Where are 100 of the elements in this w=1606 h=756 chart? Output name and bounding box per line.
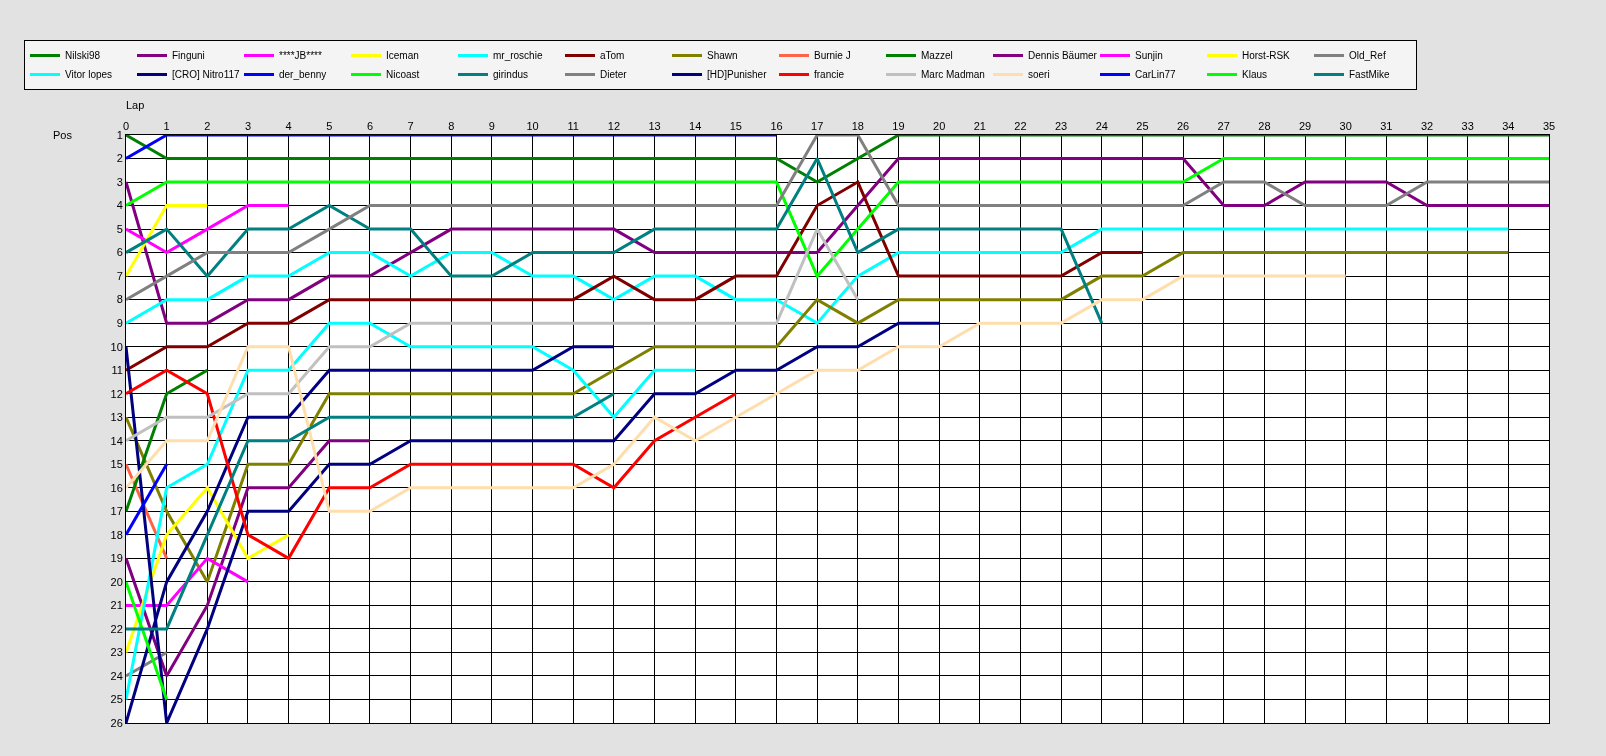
legend-label: Shawn bbox=[707, 50, 738, 62]
y-tick-label: 6 bbox=[116, 246, 123, 259]
y-tick-label: 8 bbox=[116, 293, 123, 306]
x-tick-label: 12 bbox=[607, 119, 621, 132]
x-tick-label: 29 bbox=[1298, 119, 1312, 132]
x-tick-label: 19 bbox=[892, 119, 905, 132]
line-series bbox=[126, 157, 1549, 325]
y-axis-title: Pos bbox=[53, 129, 73, 141]
x-tick-label: 24 bbox=[1095, 119, 1108, 132]
y-tick-label: 15 bbox=[110, 458, 123, 471]
y-tick-label: 11 bbox=[111, 364, 123, 377]
y-tick-label: 25 bbox=[110, 693, 123, 706]
legend-label: Dieter bbox=[600, 69, 628, 81]
x-tick-label: 4 bbox=[285, 119, 292, 132]
legend-label: ****JB**** bbox=[279, 50, 322, 62]
legend-label: der_benny bbox=[279, 69, 327, 81]
x-tick-label: 34 bbox=[1502, 119, 1515, 132]
legend-label: CarLin77 bbox=[1135, 69, 1177, 81]
legend-label: Burnie J bbox=[814, 50, 851, 62]
y-tick-label: 2 bbox=[116, 152, 123, 165]
line-series bbox=[126, 274, 1348, 513]
legend-label: mr_roschie bbox=[493, 50, 543, 62]
y-tick-label: 24 bbox=[110, 669, 123, 682]
legend-label: Mazzel bbox=[921, 50, 953, 62]
x-axis-title: Lap bbox=[126, 99, 145, 111]
legend-label: Finguni bbox=[172, 50, 205, 62]
y-tick-label: 5 bbox=[116, 222, 123, 235]
y-tick-label: 23 bbox=[110, 646, 123, 659]
x-tick-label: 20 bbox=[933, 119, 946, 132]
y-tick-label: 19 bbox=[110, 552, 123, 565]
x-tick-label: 10 bbox=[526, 119, 539, 132]
legend-label: Sunjin bbox=[1135, 50, 1163, 62]
x-tick-label: 16 bbox=[770, 119, 783, 132]
y-tick-label: 9 bbox=[116, 317, 123, 330]
line-series bbox=[126, 227, 860, 443]
y-tick-label: 3 bbox=[116, 175, 123, 188]
y-tick-label: 17 bbox=[110, 505, 123, 518]
x-tick-label: 9 bbox=[488, 119, 495, 132]
y-tick-label: 10 bbox=[110, 340, 123, 353]
x-tick-label: 25 bbox=[1136, 119, 1149, 132]
x-tick-label: 21 bbox=[973, 119, 986, 132]
line-series bbox=[126, 392, 616, 631]
legend-label: [HD]Punisher bbox=[707, 69, 768, 81]
x-tick-label: 27 bbox=[1217, 119, 1230, 132]
x-tick-label: 22 bbox=[1014, 119, 1027, 132]
x-tick-label: 31 bbox=[1380, 119, 1393, 132]
x-tick-label: 7 bbox=[407, 119, 414, 132]
x-tick-label: 11 bbox=[567, 119, 579, 132]
x-tick-label: 35 bbox=[1542, 119, 1556, 132]
legend-label: Horst-RSK bbox=[1242, 50, 1291, 62]
line-series bbox=[126, 157, 1104, 325]
legend-label: Marc Madman bbox=[921, 69, 985, 81]
x-tick-label: 0 bbox=[122, 119, 130, 132]
x-tick-label: 32 bbox=[1420, 119, 1434, 132]
y-tick-label: 20 bbox=[110, 575, 123, 588]
line-series bbox=[126, 321, 941, 723]
line-series bbox=[126, 368, 738, 560]
x-tick-label: 5 bbox=[326, 119, 333, 132]
y-tick-label: 7 bbox=[116, 269, 123, 282]
x-tick-label: 28 bbox=[1258, 119, 1271, 132]
line-series bbox=[126, 135, 1549, 302]
line-series bbox=[126, 180, 1144, 372]
y-tick-label: 4 bbox=[116, 199, 123, 212]
legend-label: francie bbox=[814, 69, 845, 81]
x-tick-label: 15 bbox=[729, 119, 742, 132]
y-tick-label: 14 bbox=[110, 434, 123, 447]
legend-label: Klaus bbox=[1242, 69, 1268, 81]
y-tick-label: 18 bbox=[110, 528, 123, 541]
line-series bbox=[126, 157, 1549, 278]
legend-label: Nicoast bbox=[386, 69, 420, 81]
y-tick-label: 16 bbox=[110, 481, 123, 494]
y-tick-label: 13 bbox=[110, 411, 123, 424]
x-tick-label: 23 bbox=[1054, 119, 1068, 132]
x-tick-label: 18 bbox=[851, 119, 864, 132]
x-tick-label: 6 bbox=[366, 119, 373, 132]
legend-label: Dennis Bäumer bbox=[1028, 50, 1098, 62]
line-series bbox=[126, 321, 697, 701]
x-tick-label: 13 bbox=[648, 119, 661, 132]
legend-label: Nilski98 bbox=[65, 50, 101, 62]
x-tick-label: 33 bbox=[1461, 119, 1474, 132]
legend-label: Vitor lopes bbox=[65, 69, 113, 81]
x-tick-label: 30 bbox=[1339, 119, 1352, 132]
y-tick-label: 1 bbox=[116, 128, 123, 141]
line-series bbox=[126, 251, 1510, 584]
x-tick-label: 2 bbox=[204, 119, 211, 132]
x-tick-label: 1 bbox=[163, 119, 170, 132]
y-tick-label: 22 bbox=[110, 622, 123, 635]
x-tick-label: 26 bbox=[1176, 119, 1190, 132]
legend-label: Iceman bbox=[386, 50, 419, 62]
y-tick-label: 21 bbox=[110, 599, 123, 612]
x-tick-label: 14 bbox=[689, 119, 702, 132]
legend-label: girindus bbox=[493, 69, 529, 81]
legend-label: [CRO] Nitro117 bbox=[172, 69, 241, 81]
y-tick-label: 12 bbox=[110, 387, 123, 400]
legend-label: soeri bbox=[1028, 69, 1050, 81]
y-tick-label: 26 bbox=[110, 716, 123, 729]
x-tick-label: 17 bbox=[811, 119, 824, 132]
legend-label: FastMike bbox=[1349, 69, 1390, 81]
x-tick-label: 8 bbox=[448, 119, 455, 132]
legend-label: Old_Ref bbox=[1349, 50, 1386, 62]
